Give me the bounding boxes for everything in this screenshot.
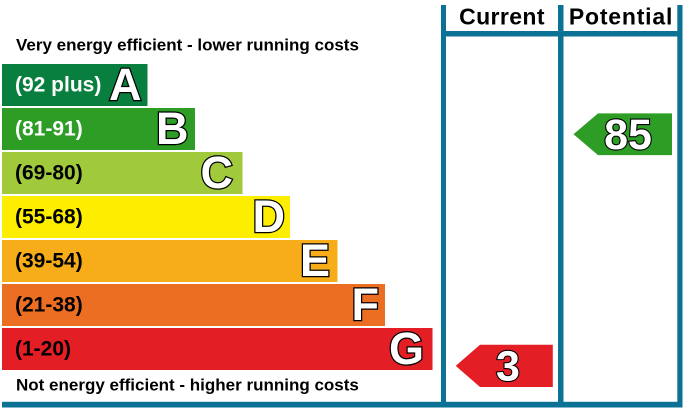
svg-text:(39-54): (39-54) xyxy=(15,250,83,273)
svg-text:3: 3 xyxy=(496,343,520,391)
svg-text:(69-80): (69-80) xyxy=(15,162,83,185)
svg-text:(92 plus): (92 plus) xyxy=(15,74,101,97)
svg-text:G: G xyxy=(389,323,424,374)
svg-text:Not energy efficient - higher: Not energy efficient - higher running co… xyxy=(16,376,359,395)
svg-text:85: 85 xyxy=(604,111,652,159)
svg-text:Current: Current xyxy=(459,4,545,30)
svg-text:C: C xyxy=(201,147,234,198)
svg-text:Potential: Potential xyxy=(569,4,673,30)
svg-text:F: F xyxy=(352,279,380,330)
svg-text:D: D xyxy=(253,191,286,242)
svg-text:Very energy efficient - lower: Very energy efficient - lower running co… xyxy=(16,36,359,55)
svg-text:(55-68): (55-68) xyxy=(15,206,83,229)
svg-text:(1-20): (1-20) xyxy=(15,338,71,361)
svg-text:B: B xyxy=(156,103,189,154)
svg-text:E: E xyxy=(300,235,330,286)
svg-text:(81-91): (81-91) xyxy=(15,118,83,141)
svg-text:(21-38): (21-38) xyxy=(15,294,83,317)
svg-text:A: A xyxy=(109,59,142,110)
